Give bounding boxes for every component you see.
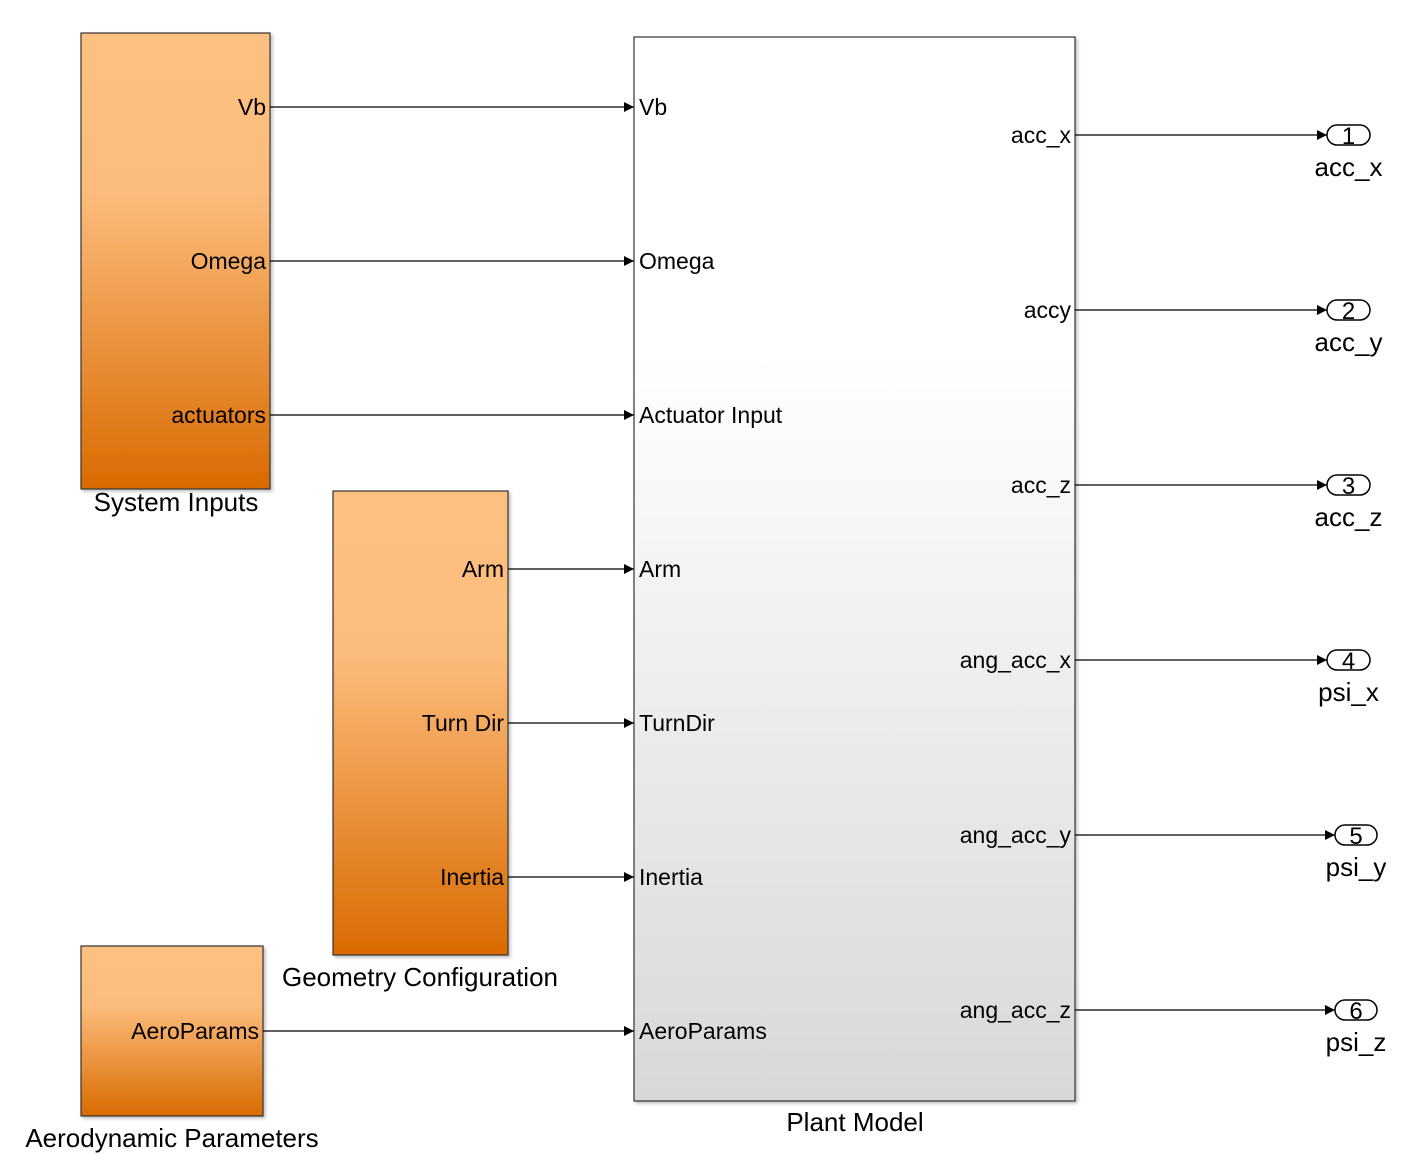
system-inputs-body[interactable]	[80, 32, 271, 490]
outport-name: psi_z	[1326, 1027, 1387, 1057]
plant-output-label: acc_z	[1011, 472, 1071, 498]
output-port-label: Inertia	[440, 864, 504, 890]
outport-shape[interactable]	[1326, 299, 1371, 321]
plant-output-label: ang_acc_y	[960, 822, 1072, 848]
plant-input-label: Inertia	[639, 864, 703, 890]
output-port-label: Omega	[191, 248, 267, 274]
aerodynamic-parameters-label: Aerodynamic Parameters	[25, 1123, 318, 1153]
output-port-label: Arm	[462, 556, 504, 582]
plant-model-block[interactable]: Plant Model	[633, 36, 1076, 1137]
outport-shape[interactable]	[1326, 124, 1371, 146]
outport-number: 2	[1342, 298, 1355, 325]
outport-name: acc_z	[1315, 502, 1383, 532]
outport-name: acc_y	[1315, 327, 1383, 357]
output-port-label: Vb	[238, 94, 266, 120]
plant-input-label: TurnDir	[639, 710, 715, 736]
plant-output-label: accy	[1024, 297, 1072, 323]
plant-input-label: Arm	[639, 556, 681, 582]
outport-name: psi_x	[1318, 677, 1379, 707]
outport-shape[interactable]	[1326, 649, 1371, 671]
outport-shape[interactable]	[1326, 474, 1371, 496]
outport-number: 3	[1342, 473, 1355, 500]
plant-model-label: Plant Model	[786, 1107, 923, 1137]
outport-number: 1	[1342, 123, 1355, 150]
plant-input-label: Actuator Input	[639, 402, 783, 428]
outport-shape[interactable]	[1334, 999, 1378, 1021]
plant-input-label: Vb	[639, 94, 667, 120]
outport-number: 4	[1342, 648, 1355, 675]
aerodynamic-parameters-body[interactable]	[80, 945, 264, 1117]
system-inputs-label: System Inputs	[94, 487, 259, 517]
geometry-configuration-block[interactable]: Geometry Configuration Arm Turn Dir Inertia	[282, 490, 558, 992]
plant-input-label: AeroParams	[639, 1018, 767, 1044]
output-port-label: AeroParams	[131, 1018, 259, 1044]
output-port-label: Turn Dir	[422, 710, 505, 736]
plant-output-label: acc_x	[1011, 122, 1072, 148]
output-port-label: actuators	[171, 402, 266, 428]
outport-number: 6	[1349, 998, 1362, 1025]
plant-model-body[interactable]	[633, 36, 1076, 1102]
plant-output-label: ang_acc_x	[960, 647, 1072, 673]
plant-output-label: ang_acc_z	[960, 997, 1071, 1023]
plant-input-label: Omega	[639, 248, 715, 274]
outport-shape[interactable]	[1334, 824, 1378, 846]
geometry-configuration-label: Geometry Configuration	[282, 962, 558, 992]
system-inputs-block[interactable]: System Inputs Vb Omega actuators	[80, 32, 271, 517]
outport-number: 5	[1349, 823, 1362, 850]
outport-name: acc_x	[1315, 152, 1383, 182]
outport-name: psi_y	[1326, 852, 1387, 882]
geometry-configuration-body[interactable]	[332, 490, 509, 956]
aerodynamic-parameters-block[interactable]: Aerodynamic Parameters AeroParams	[25, 945, 319, 1153]
